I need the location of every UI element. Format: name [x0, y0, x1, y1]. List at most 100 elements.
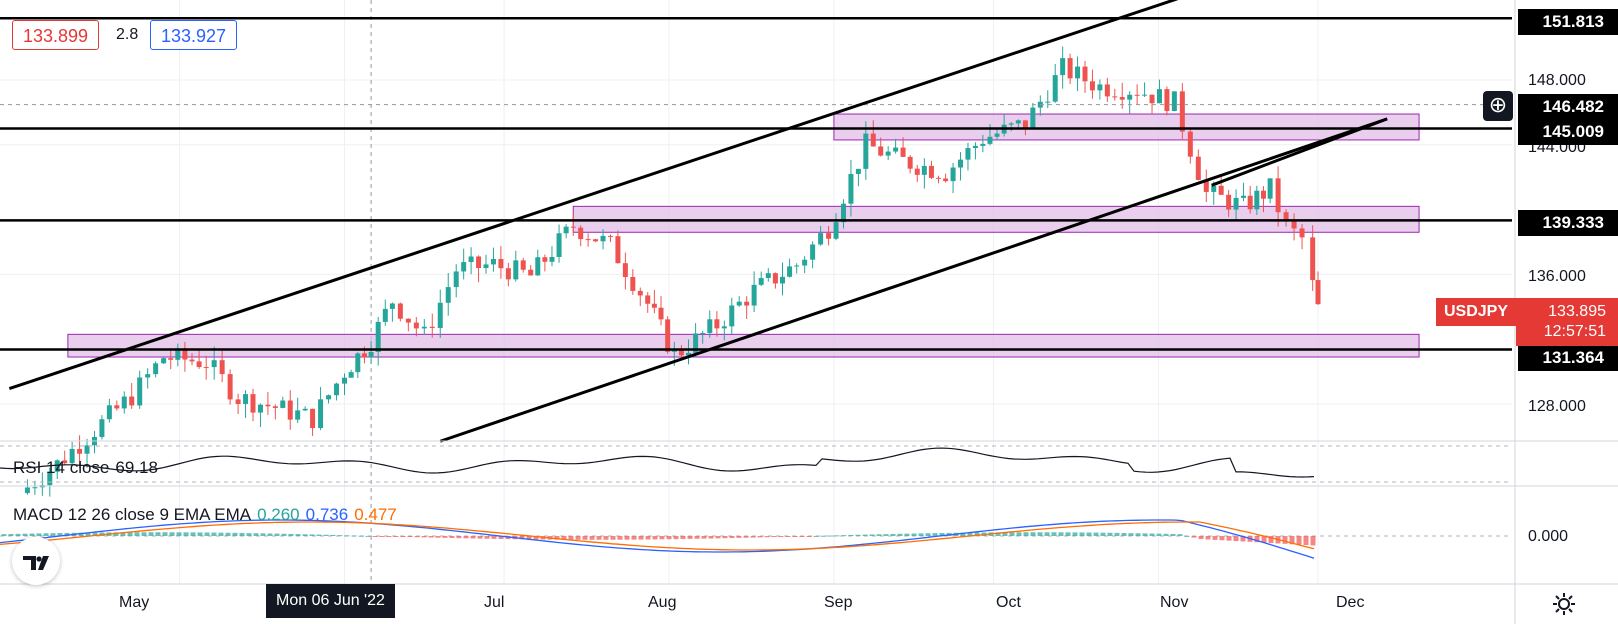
last-price: 133.895	[1548, 303, 1606, 320]
candle-body	[1260, 190, 1266, 199]
candle-body	[453, 271, 459, 288]
candle-body	[295, 410, 301, 420]
rsi-legend[interactable]: RSI 14 close 69.18	[13, 458, 164, 478]
macd-hist-bar	[1121, 533, 1127, 536]
macd-legend[interactable]: MACD 12 26 close 9 EMA EMA 0.260 0.736 0.47…	[13, 505, 403, 525]
macd-hist-bar	[1051, 532, 1057, 536]
macd-hist-bar	[1030, 532, 1036, 536]
macd-hist-bar	[414, 536, 420, 538]
chart-grid	[0, 0, 1512, 584]
candle-body	[542, 257, 548, 262]
candle-body	[461, 262, 467, 272]
time-label: Sep	[824, 594, 853, 611]
macd-hist-bar	[701, 536, 707, 539]
candle-body	[658, 307, 664, 320]
macd-line	[0, 519, 1315, 559]
macd-hist-bar	[1072, 532, 1078, 536]
macd-hist-bar	[911, 533, 917, 536]
candle-body	[302, 408, 308, 411]
macd-hist-bar	[617, 536, 623, 540]
candle-body	[1104, 84, 1110, 97]
bid-price-box[interactable]: 133.899	[12, 20, 100, 50]
candle-body	[429, 326, 435, 328]
candle-body	[287, 400, 293, 420]
macd-hist-bar	[1079, 532, 1085, 536]
candle-body	[99, 419, 105, 437]
channel-line	[1211, 117, 1388, 187]
candle-body	[1299, 228, 1305, 238]
macd-signal-value: 0.477	[354, 505, 397, 524]
candle-body	[121, 396, 127, 409]
macd-hist-bar	[176, 532, 182, 536]
macd-hist-bar	[15, 533, 21, 536]
macd-hist-bar	[568, 536, 574, 540]
crosshair-time-label: Mon 06 Jun '22	[266, 584, 395, 618]
macd-zero-tick: 0.000	[1528, 528, 1569, 545]
macd-hist-bar	[533, 536, 539, 540]
crosshair-plus-icon[interactable]: ⊕	[1483, 91, 1513, 121]
macd-hist-bar	[491, 536, 497, 539]
candle-body	[893, 147, 899, 152]
macd-hist-bar	[974, 532, 980, 536]
candle-body	[863, 133, 869, 169]
channel-line	[439, 117, 1388, 443]
macd-hist-bar	[309, 534, 315, 536]
macd-hist-bar	[1240, 536, 1246, 542]
settings-gear-icon[interactable]	[1552, 592, 1576, 616]
candle-body	[1254, 190, 1260, 210]
candle-body	[1119, 97, 1125, 100]
macd-hist-bar	[1261, 536, 1267, 543]
candle-body	[607, 235, 613, 237]
candle-body	[219, 360, 225, 375]
candle-body	[368, 351, 374, 358]
macd-hist-bar	[687, 536, 693, 539]
macd-hist-bar	[603, 536, 609, 540]
candle-body	[505, 268, 511, 280]
candle-body	[1195, 156, 1201, 180]
rsi-line	[0, 447, 1315, 478]
macd-hist-bar	[820, 535, 826, 537]
macd-hist-bar	[827, 535, 833, 537]
candle-body	[250, 394, 256, 413]
candle-body	[751, 284, 757, 306]
macd-hist-bar	[624, 536, 630, 540]
candle-body	[342, 377, 347, 384]
ask-price-box[interactable]: 133.927	[150, 20, 238, 50]
tradingview-logo-icon[interactable]	[12, 537, 60, 585]
macd-hist-bar	[85, 532, 91, 536]
candle-body	[310, 408, 316, 429]
candle-body	[280, 400, 286, 408]
macd-hist-bar	[1198, 536, 1204, 540]
candle-body	[855, 168, 861, 174]
macd-hist-bar	[897, 533, 903, 536]
candle-body	[1112, 96, 1118, 98]
macd-hist-bar	[358, 535, 364, 537]
macd-pane	[0, 519, 1512, 559]
candle-body	[700, 332, 706, 334]
macd-hist-bar	[246, 533, 252, 536]
candle-body	[235, 399, 241, 404]
macd-hist-bar	[1268, 536, 1274, 544]
macd-hist-bar	[694, 536, 700, 539]
macd-hist-bar	[757, 536, 763, 538]
macd-hist-bar	[113, 532, 119, 536]
macd-hist-bar	[484, 536, 490, 539]
zone-rect	[833, 113, 1420, 141]
candle-body	[1226, 194, 1232, 210]
macd-hist-bar	[239, 532, 245, 536]
candle-body	[1247, 195, 1253, 210]
candle-body	[958, 159, 964, 168]
macd-hist-bar	[407, 536, 413, 537]
macd-hist-bar	[316, 534, 322, 536]
macd-hist-bar	[1156, 533, 1162, 536]
candle-body	[182, 348, 188, 360]
candle-body	[77, 448, 83, 454]
macd-hist-bar	[64, 532, 70, 536]
macd-hist-bar	[148, 532, 154, 536]
candle-body	[175, 348, 181, 360]
macd-hist-bar	[232, 532, 238, 536]
last-price-box: 133.895 12:57:51	[1516, 298, 1618, 346]
macd-hist-bar	[806, 536, 812, 537]
macd-hist-bar	[1205, 536, 1211, 540]
